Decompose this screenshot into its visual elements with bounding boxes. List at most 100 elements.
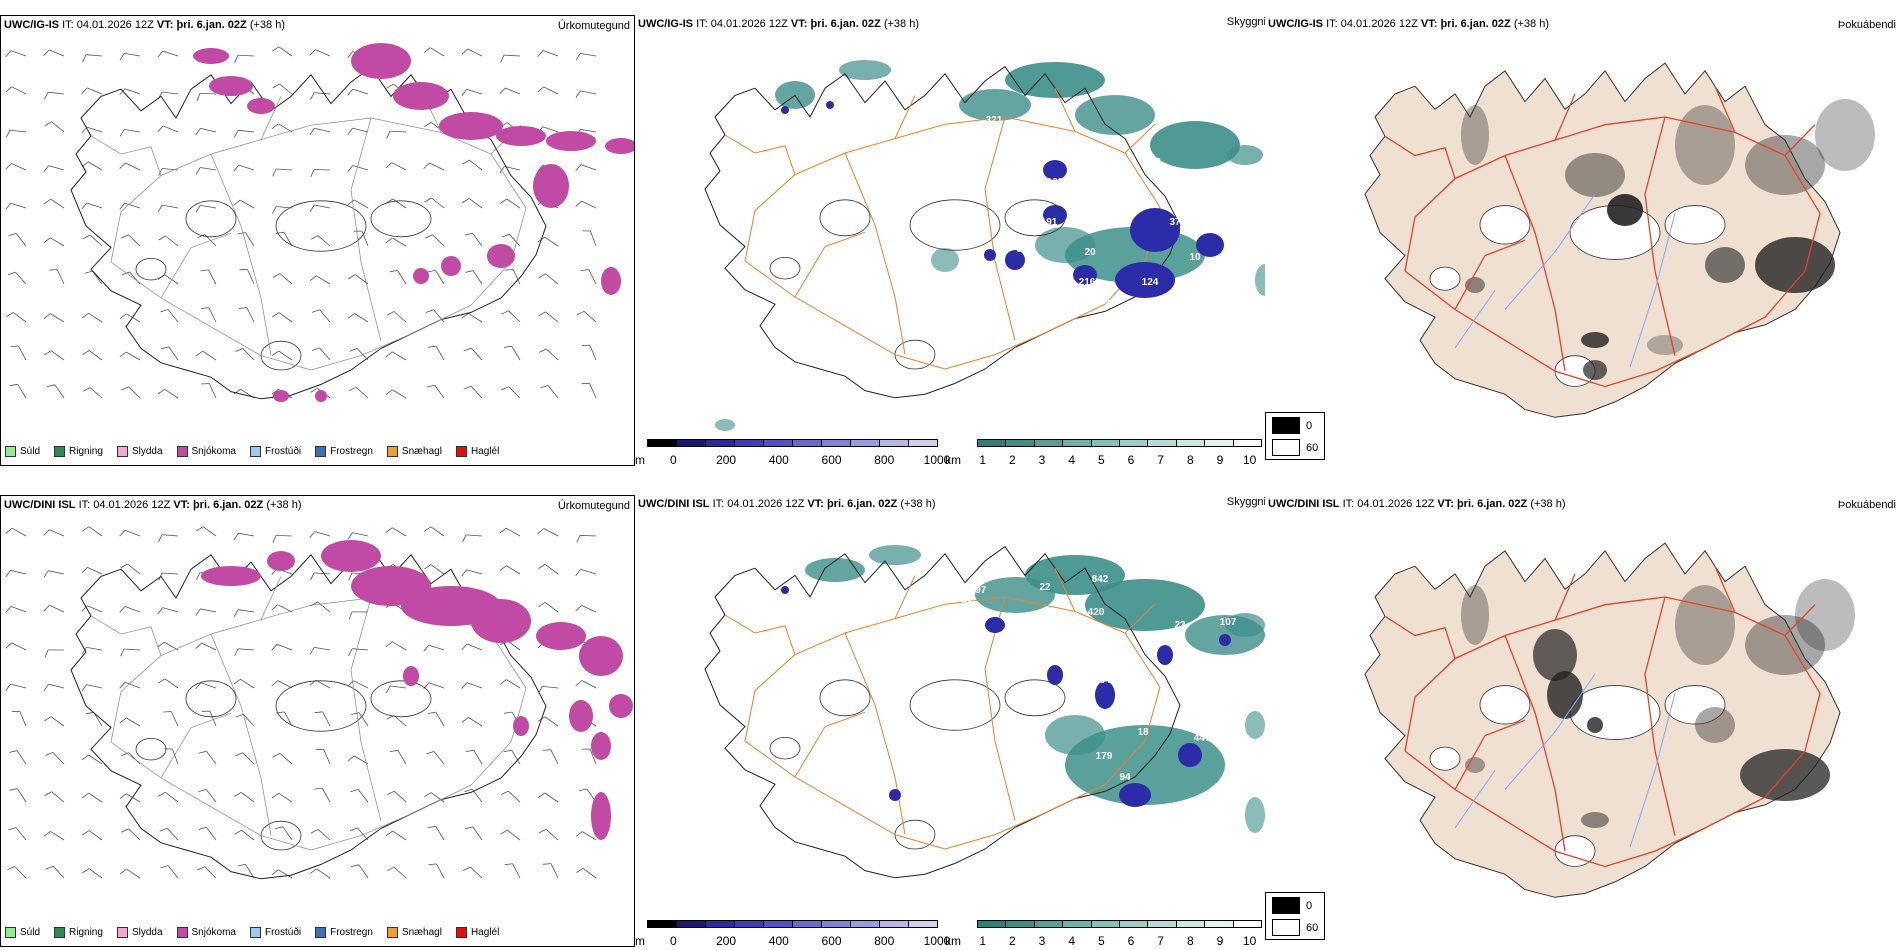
wind-barb [195,127,217,136]
wind-barb [310,169,331,177]
road-line [794,231,866,298]
road-network [724,567,1161,850]
height-colorbar: m 0 200 400 600 800 1000 [635,918,950,947]
road-network [724,87,1161,370]
wind-barb [43,313,65,323]
wind-barb [505,269,521,285]
wind-barb [239,269,255,285]
cloud-base-value: 321 [986,115,1003,126]
colorbar-segment [850,439,880,447]
wind-barb [5,642,27,651]
colorbar-tick: 10 [1242,934,1257,947]
wind-barb [235,752,255,765]
wind-barb [234,54,255,63]
road-line [110,117,527,263]
road-line [260,96,282,140]
snow-area [546,131,596,151]
snow-area [209,76,253,96]
cloud-base-height-area [984,249,996,261]
panel-name: Þokuábendi [1837,19,1896,31]
legend-label: Rigning [69,926,103,938]
legend-item: Slydda [116,924,163,940]
fog-legend-label: 0 [1306,419,1313,432]
low-cloud-area [1035,227,1095,263]
road-line [1404,116,1821,272]
model-name: UWC/IG-IS [1268,18,1323,30]
wind-barb [461,313,483,323]
road-line [1644,596,1676,836]
wind-barb [119,868,141,879]
colorbar-segment [850,920,880,928]
colorbar-tick: 0 [670,934,677,947]
wind-barb [425,234,445,247]
rivers [1454,193,1676,368]
vt-label: VT: [173,499,190,511]
wind-barb [158,235,179,247]
colorbar-segment [676,439,706,447]
wind-barb [43,237,65,247]
wind-barb [43,49,65,57]
wind-barb [538,686,559,694]
colorbar-segment [1033,439,1064,447]
snow-area [605,138,634,154]
legend-swatch [5,926,16,938]
legend-label: Haglél [470,445,500,457]
wind-barb [461,682,483,689]
wind-barb [237,232,255,247]
colorbar-tick: 200 [716,453,737,466]
wind-barb [9,750,27,765]
coastline [704,545,1181,879]
wind-barb [499,527,521,537]
cloud-base-value: 21 [1099,642,1111,653]
legend-item: Frostúði [249,924,301,940]
wind-barb [310,829,331,841]
wind-barb [81,87,103,95]
wind-barb [157,641,179,651]
colorbar-segment [763,439,793,447]
wind-barb [234,129,255,138]
fog-index-area [1815,99,1875,171]
cloud-base-height [781,586,1231,807]
legend-label: Súld [20,926,41,938]
wind-barb [44,121,65,133]
wind-barb [424,197,445,209]
road-line [1714,565,1736,613]
lead-time: (+38 h) [1530,498,1566,510]
snow-area [569,700,593,732]
colorbar-tick: 5 [1097,934,1105,947]
legend-item: Frostregn [315,443,373,459]
wind-barb [157,91,179,100]
road-line [1404,693,1821,868]
wind-barb [576,867,597,879]
fog-index-area [1607,194,1643,226]
cloud-base-value: 320 [1102,172,1119,183]
legend-item: Rigning [54,924,103,940]
wind-barb [157,607,179,615]
wind-barb [11,710,27,727]
wind-barb [81,202,103,210]
wind-barb [385,351,407,361]
cloud-base-height-area [1043,205,1067,225]
fog-index-area [1461,585,1489,645]
glacier-outline [769,736,801,760]
cloud-base-height-area [826,101,834,109]
wind-barb [423,682,445,690]
it-value: 04.01.2026 12Z [1357,498,1435,510]
wind-barb [119,202,141,210]
fog-legend-swatch [1272,919,1300,936]
wind-barb [81,684,103,692]
wind-barb [348,386,369,399]
wind-barb [121,752,141,765]
wind-barb [499,166,521,174]
wind-barb [538,828,559,841]
fog-index-area [1465,757,1485,773]
legend-label: Slydda [131,445,163,457]
km-colorbar: km 1 2 3 4 5 6 7 8 9 10 [945,918,1265,947]
glacier-outline [185,200,237,238]
road-line [1404,213,1821,388]
fog-legend-row: 60 [1272,919,1318,936]
cloud-base-value: 124 [1142,277,1159,288]
panel-title: UWC/IG-IS IT: 04.01.2026 12Z VT: þri. 6.… [638,18,919,30]
wind-barb [425,309,445,323]
legend-label: Frostregn [330,926,373,938]
